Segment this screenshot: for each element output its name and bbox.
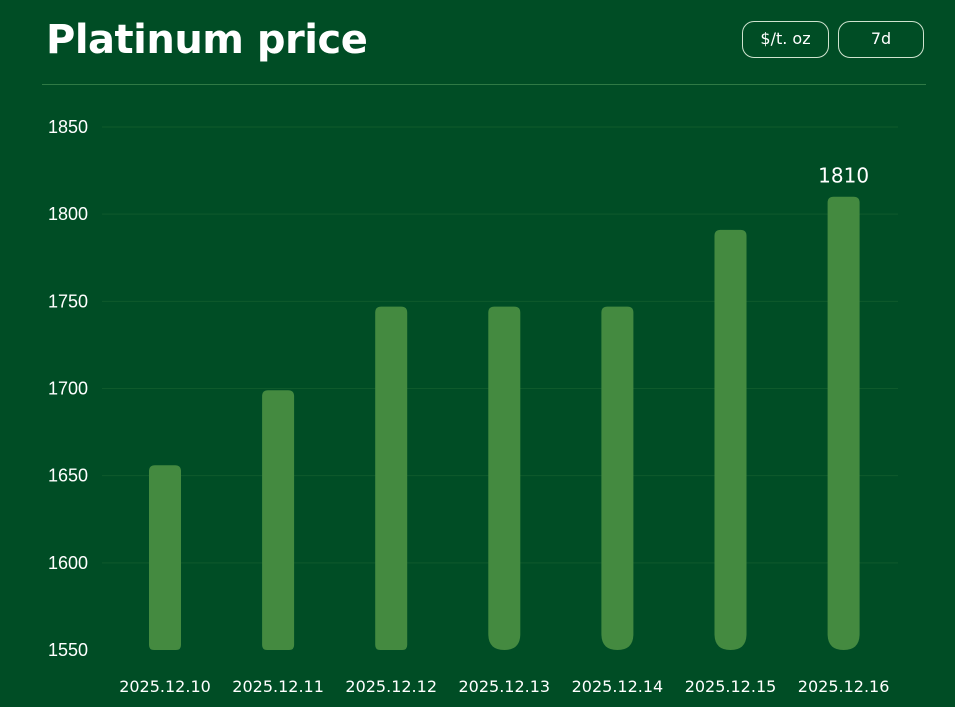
- y-axis-ticks: 1550 1600 1650 1700 1750 1800 1850: [48, 117, 88, 660]
- bar-2025.12.14[interactable]: [601, 306, 634, 650]
- x-tick-label: 2025.12.11: [232, 677, 324, 696]
- bar-2025.12.10[interactable]: [149, 465, 181, 650]
- x-axis-labels: 2025.12.10 2025.12.11 2025.12.12 2025.12.13…: [119, 677, 889, 696]
- y-tick-label: 1850: [48, 117, 88, 137]
- bar-2025.12.13[interactable]: [488, 306, 521, 650]
- y-tick-label: 1800: [48, 204, 88, 224]
- bar-2025.12.16[interactable]: [827, 196, 860, 650]
- x-tick-label: 2025.12.13: [458, 677, 550, 696]
- unit-toggle-button[interactable]: $/t. oz: [742, 21, 829, 58]
- y-tick-label: 1750: [48, 291, 88, 311]
- time-range-button[interactable]: 7d: [838, 21, 924, 58]
- y-tick-label: 1700: [48, 379, 88, 399]
- bar-2025.12.15[interactable]: [714, 229, 747, 650]
- bar-2025.12.12[interactable]: [375, 306, 408, 650]
- x-tick-label: 2025.12.16: [798, 677, 890, 696]
- x-tick-label: 2025.12.14: [572, 677, 664, 696]
- y-tick-label: 1600: [48, 553, 88, 573]
- bar-2025.12.11[interactable]: [262, 390, 295, 650]
- data-label: 1810: [818, 164, 869, 188]
- x-tick-label: 2025.12.10: [119, 677, 211, 696]
- x-tick-label: 2025.12.15: [685, 677, 777, 696]
- x-tick-label: 2025.12.12: [345, 677, 437, 696]
- bars: [149, 196, 860, 650]
- y-tick-label: 1550: [48, 640, 88, 660]
- data-labels: 1810: [818, 164, 869, 188]
- page-title: Platinum price: [46, 17, 368, 63]
- header-divider: [42, 84, 926, 85]
- y-tick-label: 1650: [48, 466, 88, 486]
